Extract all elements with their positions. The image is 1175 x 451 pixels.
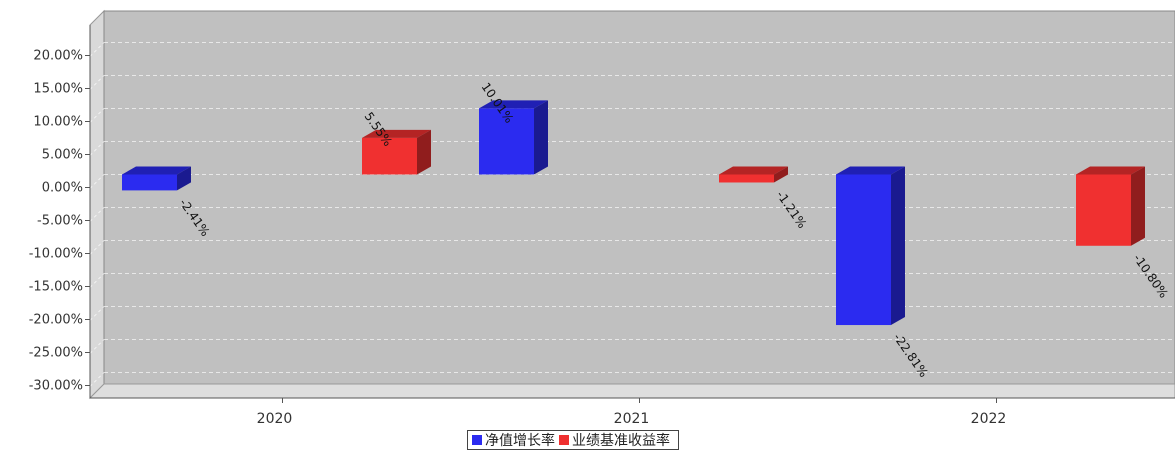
y-tick-label: 10.00% [33, 115, 83, 130]
y-tick-label: -20.00% [29, 313, 83, 328]
bar-side [891, 166, 905, 326]
bar-front [719, 174, 774, 183]
x-category-label: 2021 [614, 411, 650, 427]
bar-side [177, 166, 191, 191]
bar-top [719, 166, 788, 175]
bar-front [122, 174, 177, 191]
y-tick-label: 0.00% [42, 181, 83, 196]
bar-front [479, 108, 534, 175]
bar-front [362, 137, 417, 175]
legend-label-net-value: 净值增长率 [485, 433, 555, 449]
y-tick-label: -10.00% [29, 247, 83, 262]
bar-top [836, 166, 905, 175]
y-tick-label: 20.00% [33, 49, 83, 64]
legend-item-net-value: 净值增长率 [472, 430, 555, 450]
legend-label-benchmark: 业绩基准收益率 [572, 433, 670, 449]
bar-side [417, 129, 431, 175]
bar-front [836, 174, 891, 326]
bar-top [362, 129, 431, 138]
bar-side [774, 166, 788, 183]
y-tick-label: -5.00% [37, 214, 83, 229]
bar-top [122, 166, 191, 175]
y-tick-label: 5.00% [42, 148, 83, 163]
y-tick-label: -30.00% [29, 379, 83, 394]
x-category-label: 2022 [971, 411, 1007, 427]
chart-legend: 净值增长率 业绩基准收益率 [467, 430, 679, 450]
floor [88, 383, 1175, 399]
bar-front [1076, 174, 1131, 246]
legend-item-benchmark: 业绩基准收益率 [559, 430, 670, 450]
y-tick-label: -25.00% [29, 346, 83, 361]
bar-side [1131, 166, 1145, 246]
y-tick-label: -15.00% [29, 280, 83, 295]
bar-side [534, 100, 548, 175]
y-tick-label: 15.00% [33, 82, 83, 97]
left-wall [89, 9, 105, 400]
bar-chart: 20.00% 15.00% 10.00% 5.00% 0.00% -5.00% -10.00… [29, 9, 1175, 427]
plot-back-wall [103, 10, 1175, 385]
x-category-label: 2020 [257, 411, 293, 427]
legend-swatch-benchmark [559, 435, 569, 445]
bar-top [1076, 166, 1145, 175]
legend-swatch-net-value [472, 435, 482, 445]
bar-top [479, 100, 548, 109]
